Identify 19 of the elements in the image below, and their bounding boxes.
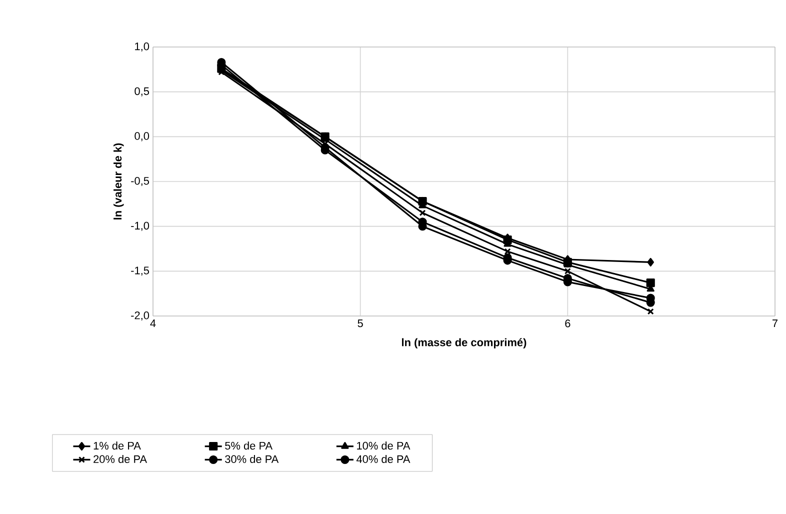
legend-label: 30% de PA (225, 454, 279, 464)
x-tick-label: 4 (150, 320, 156, 328)
x-tick-label: 7 (772, 320, 778, 328)
x-tick-label: 6 (565, 320, 570, 328)
y-tick-label: 0,5 (134, 87, 150, 96)
x-tick-label: 5 (358, 320, 363, 328)
x-axis-title: ln (masse de comprimé) (402, 338, 526, 348)
y-tick-label: 0,0 (134, 132, 150, 142)
legend-label: 40% de PA (356, 454, 410, 464)
y-axis-title: ln (valeur de k) (114, 143, 124, 220)
legend-label: 10% de PA (357, 442, 410, 450)
y-tick-label: 1,0 (135, 42, 150, 52)
y-tick-label: -0,5 (131, 176, 150, 186)
y-tick-label: -2,0 (131, 311, 150, 321)
legend-label: 5% de PA (225, 442, 273, 450)
y-tick-label: -1,0 (131, 222, 150, 231)
legend-label: 20% de PA (94, 454, 148, 464)
legend-label: 1% de PA (94, 442, 141, 450)
y-tick-label: -1,5 (131, 266, 150, 276)
